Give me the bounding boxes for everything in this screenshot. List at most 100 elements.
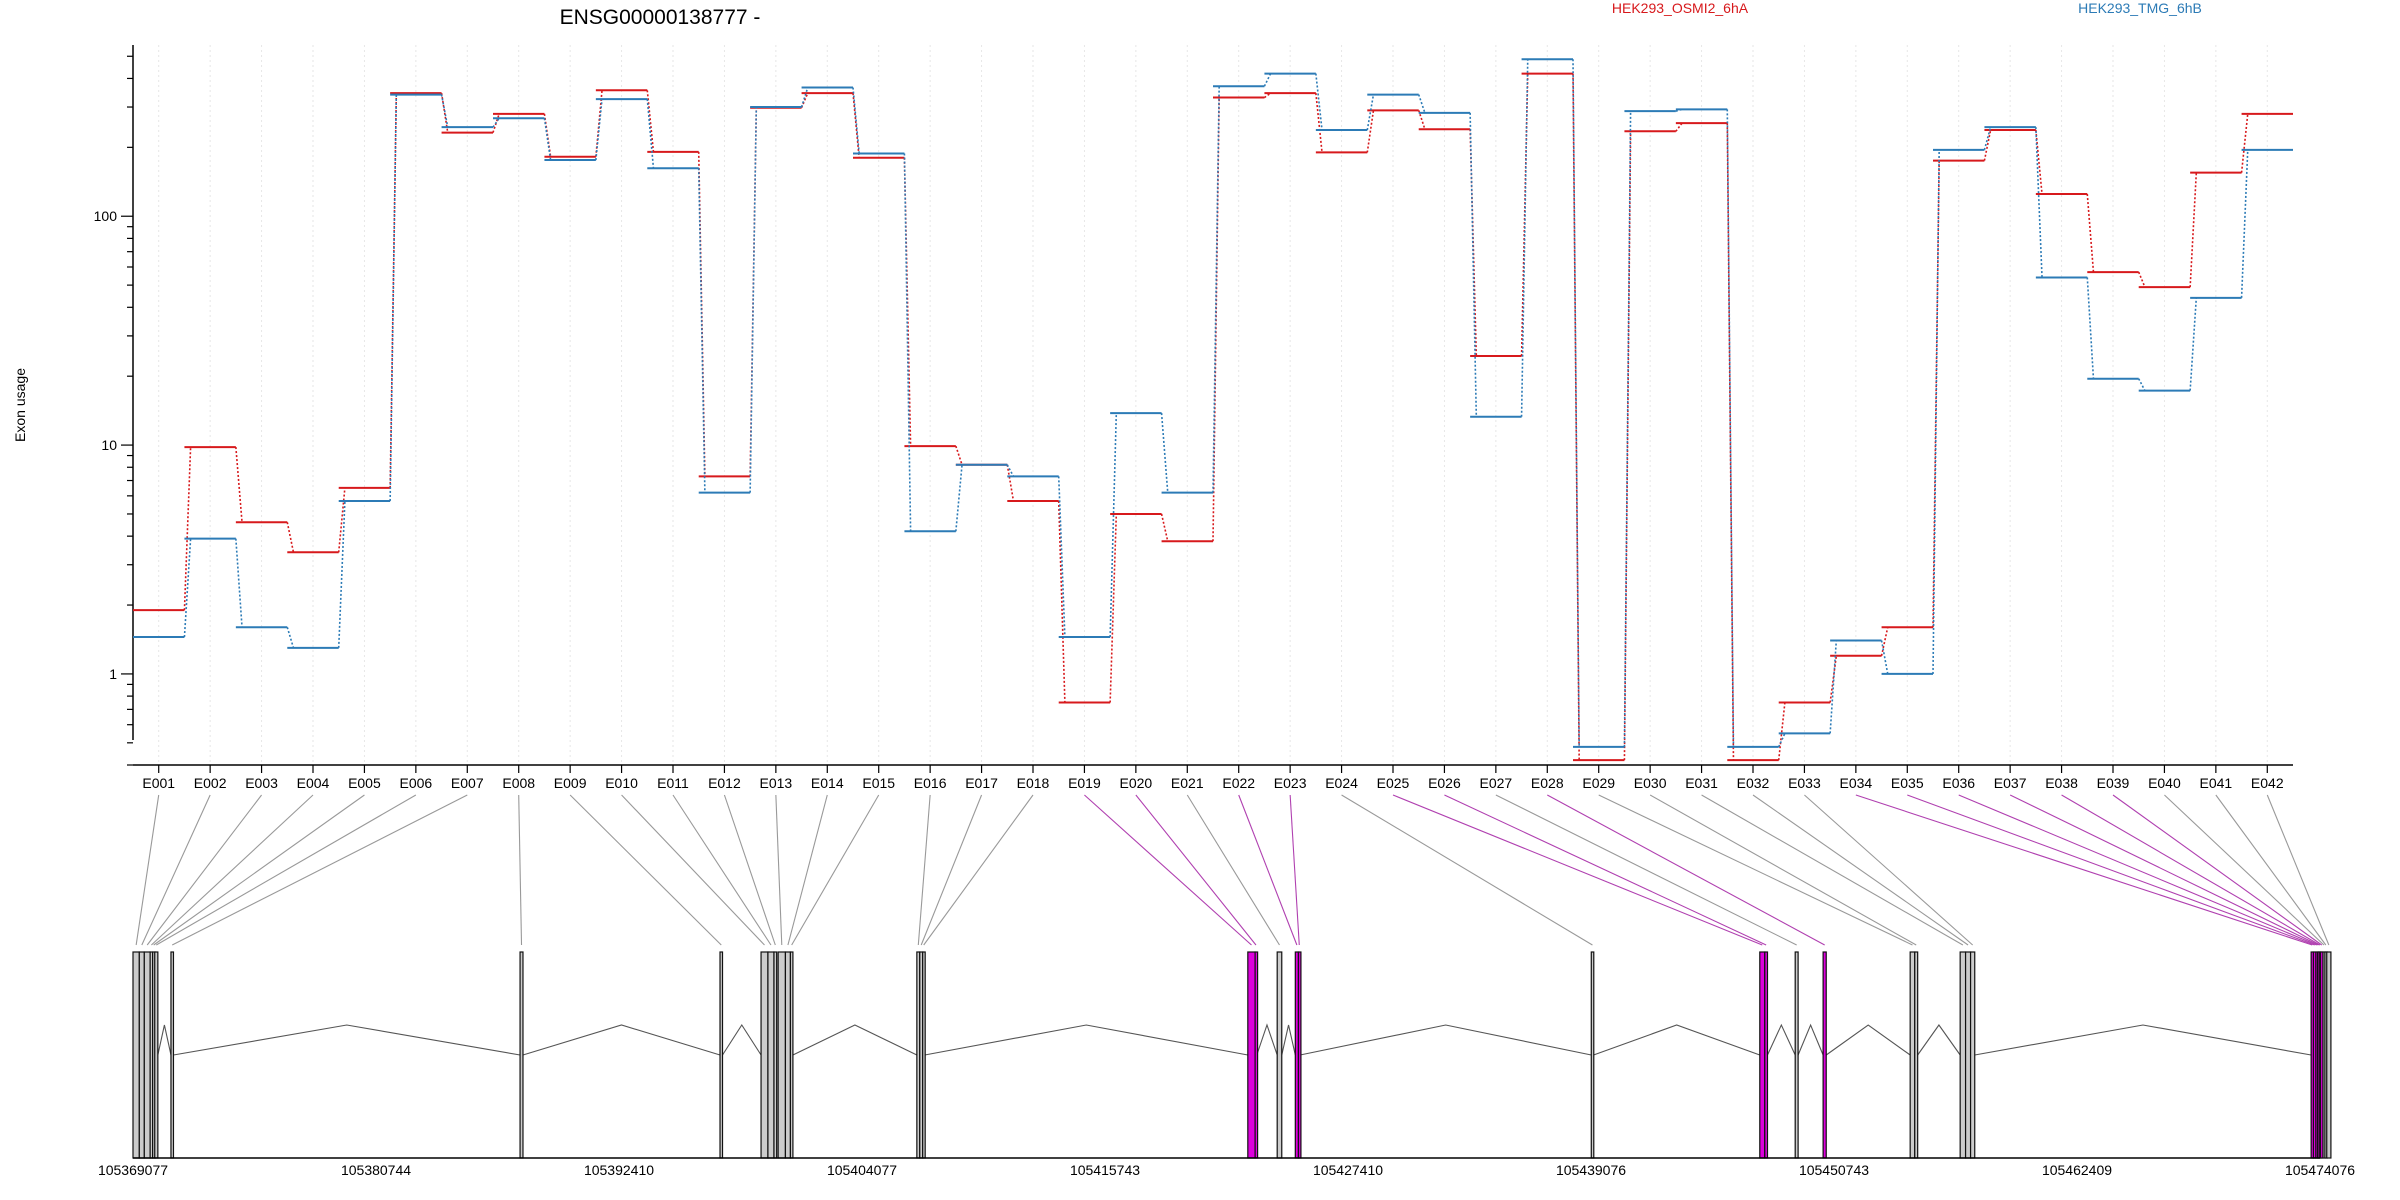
coordinate-tick-label: 105427410 [1313, 1162, 1383, 1178]
y-axis-label: Exon usage [12, 368, 28, 442]
exon-block [719, 951, 724, 1159]
x-tick-label: E006 [400, 775, 433, 791]
exon-block [1247, 951, 1256, 1159]
intron-line [1917, 1024, 1961, 1056]
series-connector [1212, 86, 1220, 493]
exon-block [1254, 951, 1259, 1159]
series-connector [543, 118, 552, 161]
intron-line [1825, 1024, 1911, 1056]
exon-connector [1958, 794, 2317, 946]
exon-connector [2112, 794, 2323, 946]
x-tick-label: E041 [2200, 775, 2233, 791]
exon-connector [171, 794, 468, 946]
series-connector [800, 92, 809, 109]
exon-block [1759, 951, 1766, 1159]
series-connector [1572, 59, 1580, 747]
x-tick-label: E008 [502, 775, 535, 791]
series-connector [1263, 73, 1272, 87]
series-tmg [133, 58, 2293, 748]
chart-title: ENSG00000138777 - [560, 6, 761, 29]
exon-connector [1186, 794, 1280, 946]
intron-line [157, 1024, 172, 1056]
series-connector [1675, 122, 1683, 132]
exon-connector [135, 794, 160, 946]
intron-line [1593, 1024, 1760, 1056]
exon-connector [518, 794, 523, 946]
exon-connector [1907, 794, 2315, 946]
x-tick-label: E005 [348, 775, 381, 791]
series-connector [1315, 93, 1323, 153]
x-tick-label: E021 [1171, 775, 1204, 791]
series-connector [903, 153, 912, 532]
exon-gridlines [158, 45, 2268, 765]
y-tick-label: 1 [109, 666, 117, 682]
exon-connector [775, 794, 783, 946]
exon-connector [1289, 794, 1300, 946]
x-tick-label: E004 [297, 775, 330, 791]
x-tick-label: E042 [2251, 775, 2284, 791]
series-connector [389, 93, 398, 488]
x-tick-label: E003 [245, 775, 278, 791]
exon-block [777, 951, 787, 1159]
x-tick-label: E039 [2097, 775, 2130, 791]
x-tick-label: E011 [657, 775, 689, 791]
series-connector [955, 445, 963, 466]
exon-block [143, 951, 151, 1159]
series-connector [1057, 476, 1066, 638]
exon-connector [923, 794, 1034, 946]
legend-entry-osmi2: HEK293_OSMI2_6hA [1612, 0, 1749, 16]
series-connector [2035, 129, 2043, 195]
intron-line [522, 1024, 721, 1056]
x-tick-label: E033 [1788, 775, 1821, 791]
x-tick-label: E015 [862, 775, 895, 791]
coordinate-tick-label: 105369077 [98, 1162, 168, 1178]
exon-connector [2266, 794, 2330, 946]
series-connector [1263, 92, 1272, 99]
series-connector [2137, 271, 2146, 288]
series-connector [440, 94, 449, 128]
series-connector [1572, 73, 1580, 761]
intron-line [1974, 1024, 2312, 1056]
series-connector [2240, 113, 2249, 173]
exon-connector [1752, 794, 1969, 946]
x-tick-label: E028 [1531, 775, 1564, 791]
series-connector [389, 94, 398, 501]
exon-block [1764, 951, 1769, 1159]
exon-connector [1701, 794, 1964, 946]
exon-connector [1238, 794, 1298, 946]
series-connector [1623, 131, 1632, 761]
exon-block [922, 951, 926, 1159]
x-tick-label: E036 [1942, 775, 1975, 791]
legend-entry-tmg: HEK293_TMG_6hB [2078, 0, 2202, 16]
coordinate-tick-label: 105404077 [827, 1162, 897, 1178]
intron-line [792, 1024, 918, 1056]
x-tick-label: E010 [605, 775, 638, 791]
intron-line [1766, 1023, 1796, 1056]
exon-connector [2009, 794, 2319, 946]
series-connector [286, 626, 295, 649]
x-tick-label: E026 [1428, 775, 1461, 791]
x-tick-label: E040 [2148, 775, 2181, 791]
x-tick-label: E029 [1582, 775, 1615, 791]
series-connector [1109, 413, 1118, 638]
x-tick-label: E018 [1017, 775, 1050, 791]
series-connector [2189, 172, 2198, 288]
series-connector [440, 93, 449, 133]
exon-connector [2164, 794, 2325, 946]
series-connector [852, 93, 860, 158]
exon-connector [1444, 794, 1767, 946]
x-tick-label: E034 [1840, 775, 1873, 791]
series-connector [235, 447, 243, 523]
series-connector [2035, 127, 2043, 278]
series-connector [1006, 464, 1015, 502]
exon-block [170, 951, 175, 1159]
series-connector [646, 99, 655, 169]
x-axis-exons: E001 E002 E003 E004 E005 E006 E007 E008 E009 E010… [133, 764, 2293, 791]
exon-block [154, 951, 159, 1159]
exon-block [1959, 951, 1967, 1159]
exon-connector [146, 794, 263, 946]
series-connector [1160, 413, 1169, 493]
exon-block [760, 951, 769, 1159]
intron-line [722, 1023, 762, 1056]
